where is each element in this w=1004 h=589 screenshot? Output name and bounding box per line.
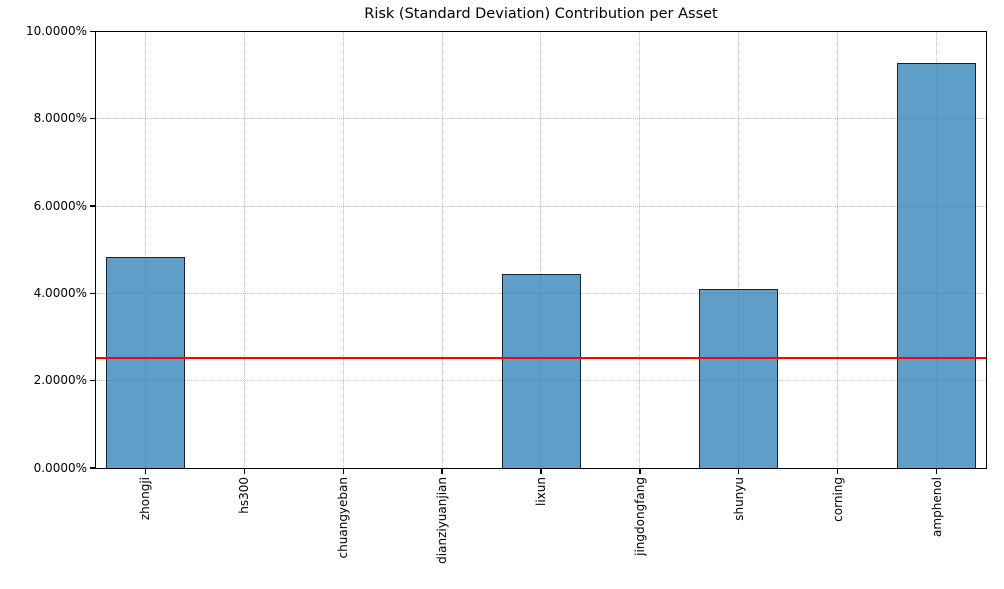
- y-tick-label: 4.0000%: [33, 285, 87, 300]
- y-tick: [89, 292, 96, 295]
- x-tick-label-hs300: hs300: [237, 477, 252, 514]
- y-tick-label: 10.0000%: [25, 24, 87, 38]
- x-tick-label-chuangyeban: chuangyeban: [336, 477, 351, 559]
- x-tick-label-zhongji: zhongji: [138, 477, 153, 521]
- x-tick: [738, 468, 740, 474]
- x-tick: [836, 468, 839, 474]
- y-tick: [89, 205, 96, 207]
- x-tick: [342, 468, 344, 474]
- x-tick: [144, 468, 147, 474]
- x-tick: [441, 468, 443, 474]
- x-tick-label-jingdongfang: jingdongfang: [632, 477, 647, 556]
- y-tick: [89, 467, 96, 469]
- y-tick-label: 6.0000%: [33, 198, 87, 213]
- y-tick: [89, 30, 96, 33]
- x-gridline: [837, 31, 839, 468]
- mean-risk-reference-line: [96, 356, 986, 360]
- x-tick: [540, 468, 542, 474]
- x-tick: [639, 468, 641, 474]
- y-tick-label: 2.0000%: [33, 373, 87, 388]
- bar-amphenol: [897, 62, 977, 468]
- x-gridline: [738, 31, 740, 468]
- x-tick-label-lixun: lixun: [534, 477, 548, 506]
- x-tick-label-corning: corning: [830, 477, 845, 522]
- bar-zhongji: [105, 256, 185, 468]
- x-tick-label-dianziyuanjian: dianziyuanjian: [435, 477, 450, 564]
- x-gridline: [243, 31, 245, 468]
- x-gridline: [540, 31, 542, 468]
- x-gridline: [144, 31, 146, 468]
- bar-shunyu: [699, 288, 779, 468]
- chart-title: Risk (Standard Deviation) Contribution p…: [364, 6, 718, 22]
- y-tick-label: 0.0000%: [33, 460, 87, 475]
- x-gridline: [441, 31, 443, 468]
- y-tick: [89, 118, 96, 120]
- x-gridline: [639, 31, 641, 468]
- y-tick-label: 8.0000%: [33, 111, 87, 126]
- x-gridline: [342, 31, 344, 468]
- y-tick: [89, 380, 96, 382]
- bar-lixun: [501, 274, 581, 468]
- x-tick: [935, 468, 938, 474]
- x-tick-label-amphenol: amphenol: [929, 477, 944, 537]
- x-tick: [243, 468, 246, 474]
- x-tick-label-shunyu: shunyu: [731, 477, 746, 521]
